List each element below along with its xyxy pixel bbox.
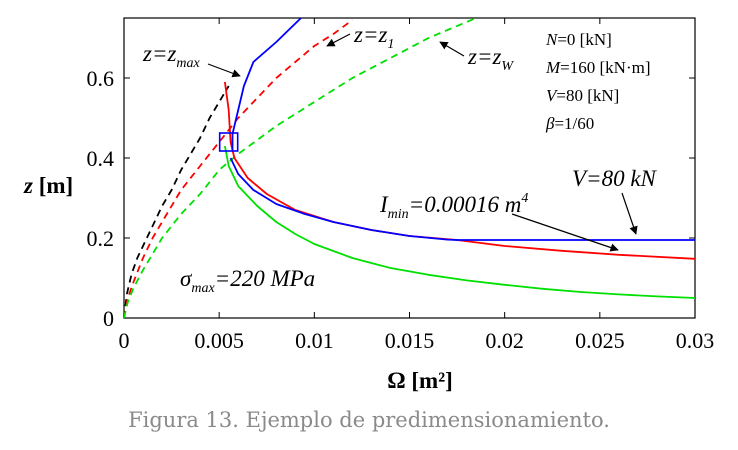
label-imin: Imin=0.00016 m4	[379, 191, 528, 222]
param-beta: β=1/60	[545, 114, 594, 133]
x-tick-label: 0.025	[575, 328, 625, 353]
pre-dimensioning-chart: 0 0.005 0.01 0.015 0.02 0.025 0.03 0 0.2 0.4 0.6 Ω…	[23, 17, 715, 393]
x-tick-label: 0.02	[485, 328, 524, 353]
param-v: V=80 [kN]	[546, 86, 619, 105]
x-tick-label: 0.015	[385, 328, 435, 353]
label-z1: z=z1	[353, 22, 394, 52]
x-tick-label: 0.03	[676, 328, 715, 353]
arrow-imin	[511, 213, 619, 252]
series-line-5	[229, 18, 695, 241]
intersection-marker	[218, 132, 239, 152]
series-line-1	[124, 19, 353, 318]
series-line-2	[124, 18, 477, 318]
param-m: M=160 [kN·m]	[545, 58, 651, 77]
label-zmax: z=zmax	[142, 41, 201, 71]
x-tick-label: 0.01	[295, 328, 334, 353]
series-layer	[124, 18, 695, 318]
y-axis-label: z [m]	[23, 173, 73, 198]
y-tick-label: 0.2	[87, 226, 115, 251]
y-tick-label: 0.4	[87, 146, 115, 171]
series-line-3	[224, 145, 695, 299]
arrow-zmax	[207, 63, 241, 78]
label-sigma: σmax=220 MPa	[180, 266, 315, 296]
arrow-zw	[439, 41, 465, 57]
axis-ticks: 0 0.005 0.01 0.015 0.02 0.025 0.03 0 0.2 0.4 0.6	[87, 18, 715, 353]
y-tick-label: 0	[103, 306, 114, 331]
label-zw: z=zW	[467, 44, 514, 74]
y-tick-label: 0.6	[87, 66, 115, 91]
arrow-v80	[621, 192, 638, 235]
x-tick-label: 0.005	[194, 328, 244, 353]
label-v80: V=80 kN	[572, 166, 658, 191]
arrow-z1	[326, 33, 351, 47]
x-axis-label: Ω [m²]	[387, 368, 453, 393]
figure-caption: Figura 13. Ejemplo de predimensionamient…	[128, 408, 610, 432]
x-tick-label: 0	[119, 328, 130, 353]
param-n: N=0 [kN]	[545, 30, 612, 49]
